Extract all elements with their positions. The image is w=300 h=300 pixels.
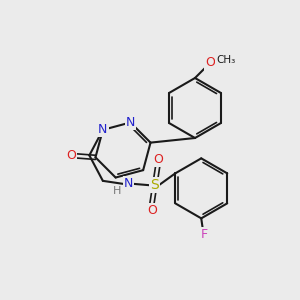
Text: O: O xyxy=(205,56,215,70)
Text: N: N xyxy=(98,123,107,136)
Text: N: N xyxy=(124,177,133,190)
Text: N: N xyxy=(126,116,135,129)
Text: S: S xyxy=(150,178,159,192)
Text: F: F xyxy=(201,228,208,241)
Text: O: O xyxy=(66,149,76,162)
Text: H: H xyxy=(113,186,121,196)
Text: O: O xyxy=(147,204,157,217)
Text: O: O xyxy=(153,153,163,166)
Text: CH₃: CH₃ xyxy=(216,55,235,65)
